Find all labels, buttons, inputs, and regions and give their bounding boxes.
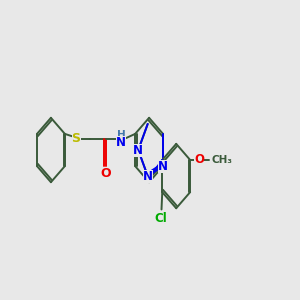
Text: H: H [118, 130, 126, 140]
Text: N: N [158, 160, 168, 172]
Text: S: S [71, 132, 80, 146]
Text: O: O [194, 154, 204, 166]
Text: N: N [133, 143, 143, 157]
Text: N: N [116, 136, 126, 149]
Text: N: N [143, 169, 153, 182]
Text: O: O [100, 167, 111, 180]
Text: Cl: Cl [154, 212, 167, 225]
Text: CH₃: CH₃ [212, 155, 233, 165]
